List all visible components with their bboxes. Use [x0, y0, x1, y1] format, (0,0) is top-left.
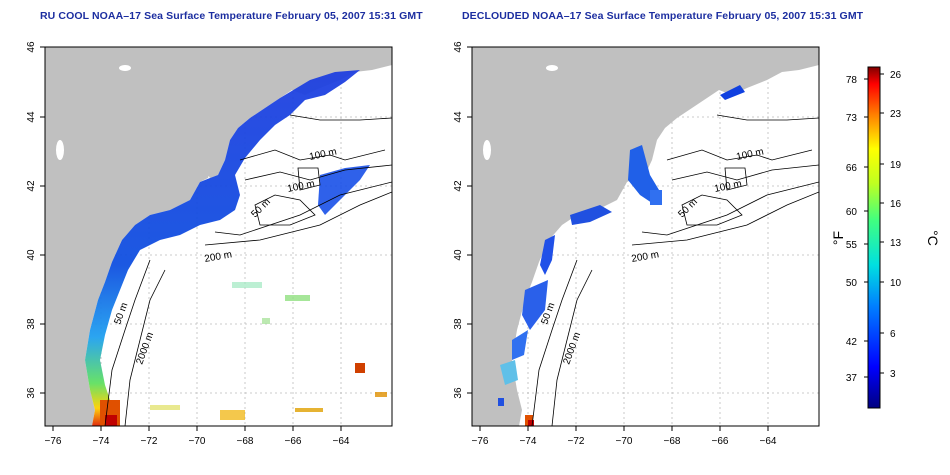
lat-tick: 36 — [26, 387, 37, 399]
lon-tick: −74 — [93, 436, 110, 447]
left-offshore-sst-patches — [100, 282, 387, 426]
celsius-tick: 26 — [890, 70, 902, 81]
right-lat-tick-labels: 46 44 42 40 38 36 — [453, 41, 464, 399]
lat-tick: 36 — [453, 387, 464, 399]
depth-label: 200 m — [631, 249, 660, 265]
lon-tick: −72 — [568, 436, 585, 447]
fahrenheit-tick: 42 — [846, 337, 858, 348]
lat-tick: 40 — [453, 249, 464, 261]
lon-tick: −70 — [189, 436, 206, 447]
right-declouded-sst-patches — [498, 85, 745, 426]
left-map-panel: 100 m 100 m 50 m 200 m 50 m 2000 m −76 −… — [26, 41, 393, 447]
celsius-tick: 16 — [890, 199, 902, 210]
lat-tick: 42 — [453, 180, 464, 192]
celsius-tick: 3 — [890, 369, 896, 380]
fahrenheit-tick: 78 — [846, 75, 858, 86]
temperature-colorbar: 78 73 66 60 55 50 42 37 26 23 19 16 13 1… — [830, 66, 941, 409]
lon-tick: −66 — [712, 436, 729, 447]
lon-tick: −64 — [333, 436, 350, 447]
lat-tick: 42 — [26, 180, 37, 192]
lon-tick: −76 — [45, 436, 62, 447]
lon-tick: −70 — [616, 436, 633, 447]
left-bathymetry-contours — [104, 114, 392, 426]
right-bathymetry-contours — [531, 114, 819, 426]
celsius-tick: 13 — [890, 238, 902, 249]
celsius-tick: 23 — [890, 109, 902, 120]
fahrenheit-tick: 60 — [846, 207, 858, 218]
celsius-axis-label: °C — [925, 230, 941, 246]
right-map-panel: 100 m 100 m 50 m 200 m 50 m 2000 m −76 −… — [453, 41, 820, 447]
fahrenheit-tick-labels: 78 73 66 60 55 50 42 37 — [846, 75, 858, 384]
fahrenheit-tick: 66 — [846, 163, 858, 174]
lon-tick: −66 — [285, 436, 302, 447]
left-gridlines — [45, 47, 392, 426]
lat-tick: 44 — [26, 111, 37, 123]
fahrenheit-tick: 37 — [846, 373, 858, 384]
lon-tick: −68 — [237, 436, 254, 447]
lon-tick: −68 — [664, 436, 681, 447]
left-land-mass — [45, 47, 392, 426]
lon-tick: −76 — [472, 436, 489, 447]
depth-label: 200 m — [204, 249, 233, 265]
lon-tick: −72 — [141, 436, 158, 447]
lat-tick: 38 — [26, 318, 37, 330]
fahrenheit-tick: 50 — [846, 278, 858, 289]
left-lat-tick-labels: 46 44 42 40 38 36 — [26, 41, 37, 399]
left-lon-tick-labels: −76 −74 −72 −70 −68 −66 −64 — [45, 436, 350, 447]
lat-tick: 40 — [26, 249, 37, 261]
colorbar-gradient — [867, 66, 881, 409]
right-lon-tick-labels: −76 −74 −72 −70 −68 −66 −64 — [472, 436, 777, 447]
fahrenheit-tick: 55 — [846, 240, 858, 251]
lon-tick: −74 — [520, 436, 537, 447]
lat-tick: 44 — [453, 111, 464, 123]
lat-tick: 46 — [26, 41, 37, 53]
celsius-tick: 10 — [890, 278, 902, 289]
lat-tick: 46 — [453, 41, 464, 53]
lat-tick: 38 — [453, 318, 464, 330]
left-panel-title: RU COOL NOAA–17 Sea Surface Temperature … — [40, 10, 423, 22]
left-coastal-sst — [85, 70, 360, 426]
celsius-tick: 19 — [890, 160, 902, 171]
right-panel-title: DECLOUDED NOAA–17 Sea Surface Temperatur… — [462, 10, 864, 22]
fahrenheit-axis-label: °F — [830, 231, 846, 245]
celsius-tick: 6 — [890, 329, 896, 340]
fahrenheit-tick: 73 — [846, 113, 858, 124]
right-land-mass — [472, 47, 819, 426]
celsius-tick-labels: 26 23 19 16 13 10 6 3 — [890, 70, 902, 380]
right-gridlines — [472, 47, 819, 426]
lon-tick: −64 — [760, 436, 777, 447]
